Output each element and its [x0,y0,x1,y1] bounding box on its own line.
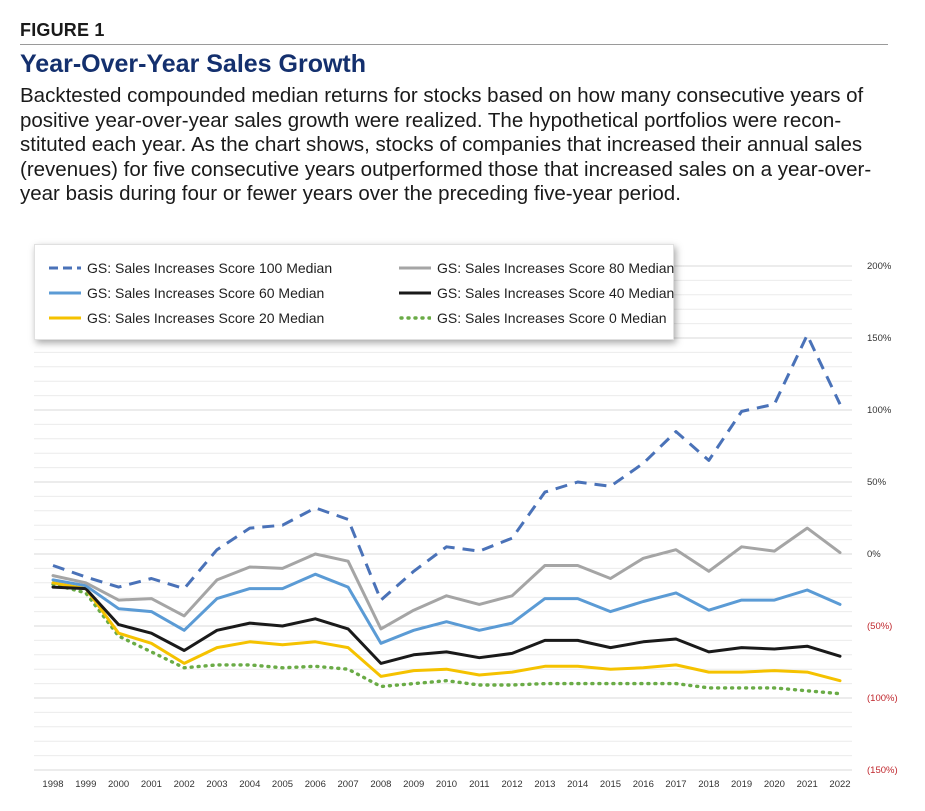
legend-item: GS: Sales Increases Score 60 Median [49,283,324,303]
x-tick-label: 2019 [731,779,752,790]
x-tick-label: 2012 [502,779,523,790]
x-tick-label: 2014 [567,779,588,790]
legend-swatch [49,266,81,270]
x-tick-label: 2003 [206,779,227,790]
y-tick-labels: 200% 150% 100% 50% 0% (50%) (100%) (150%) [867,261,898,776]
legend-swatch [49,316,81,320]
x-tick-label: 2021 [797,779,818,790]
y-tick-label: (150%) [867,765,898,776]
legend-swatch [49,291,81,295]
series-line [51,526,842,631]
x-tick-label: 1998 [42,779,63,790]
legend-item: GS: Sales Increases Score 40 Median [399,283,674,303]
y-tick-label: 100% [867,405,892,416]
x-tick-label: 2001 [141,779,162,790]
series-lines [51,333,842,696]
x-tick-label: 2015 [600,779,621,790]
y-tick-label: 50% [867,477,887,488]
y-tick-label: (100%) [867,693,898,704]
x-tick-label: 2013 [534,779,555,790]
series-line [51,572,842,645]
legend-item: GS: Sales Increases Score 100 Median [49,258,332,278]
legend: GS: Sales Increases Score 100 Median GS: … [34,244,674,340]
y-tick-label: 0% [867,549,881,560]
figure-label: FIGURE 1 [20,20,105,40]
legend-swatch [399,291,431,295]
x-tick-labels: 1998 1999 2000 2001 2002 2003 2004 2005 2006 2007… [42,779,850,790]
x-tick-label: 2020 [764,779,785,790]
x-tick-label: 1999 [75,779,96,790]
x-tick-label: 2008 [370,779,391,790]
figure-rule [20,44,888,45]
series-line [51,585,842,665]
x-tick-label: 2006 [305,779,326,790]
series-line [51,581,842,683]
x-tick-label: 2009 [403,779,424,790]
x-tick-label: 2010 [436,779,457,790]
chart-title: Year-Over-Year Sales Growth [20,50,367,78]
x-tick-label: 2004 [239,779,260,790]
legend-item: GS: Sales Increases Score 20 Median [49,308,324,328]
series-line [52,333,842,602]
legend-label: GS: Sales Increases Score 100 Median [87,260,333,276]
chart-subtitle: Backtested compounded median returns for… [20,84,872,205]
x-tick-label: 2002 [174,779,195,790]
y-tick-label: 200% [867,261,892,272]
legend-swatch [399,266,431,270]
x-tick-label: 2017 [665,779,686,790]
legend-item: GS: Sales Increases Score 80 Median [399,258,674,278]
legend-item: GS: Sales Increases Score 0 Median [399,308,667,328]
legend-label: GS: Sales Increases Score 0 Median [437,310,667,326]
x-tick-label: 2007 [338,779,359,790]
legend-label: GS: Sales Increases Score 60 Median [87,285,325,301]
legend-label: GS: Sales Increases Score 40 Median [437,285,675,301]
series-line [51,582,842,696]
legend-swatch [399,316,431,320]
x-tick-label: 2011 [469,779,489,790]
y-tick-label: (50%) [867,621,892,632]
y-tick-label: 150% [867,333,892,344]
x-tick-label: 2016 [633,779,654,790]
gridlines [34,265,852,771]
x-tick-label: 2018 [698,779,719,790]
x-tick-label: 2000 [108,779,129,790]
x-tick-label: 2022 [829,779,850,790]
x-tick-label: 2005 [272,779,293,790]
legend-label: GS: Sales Increases Score 80 Median [437,260,675,276]
legend-label: GS: Sales Increases Score 20 Median [87,310,325,326]
